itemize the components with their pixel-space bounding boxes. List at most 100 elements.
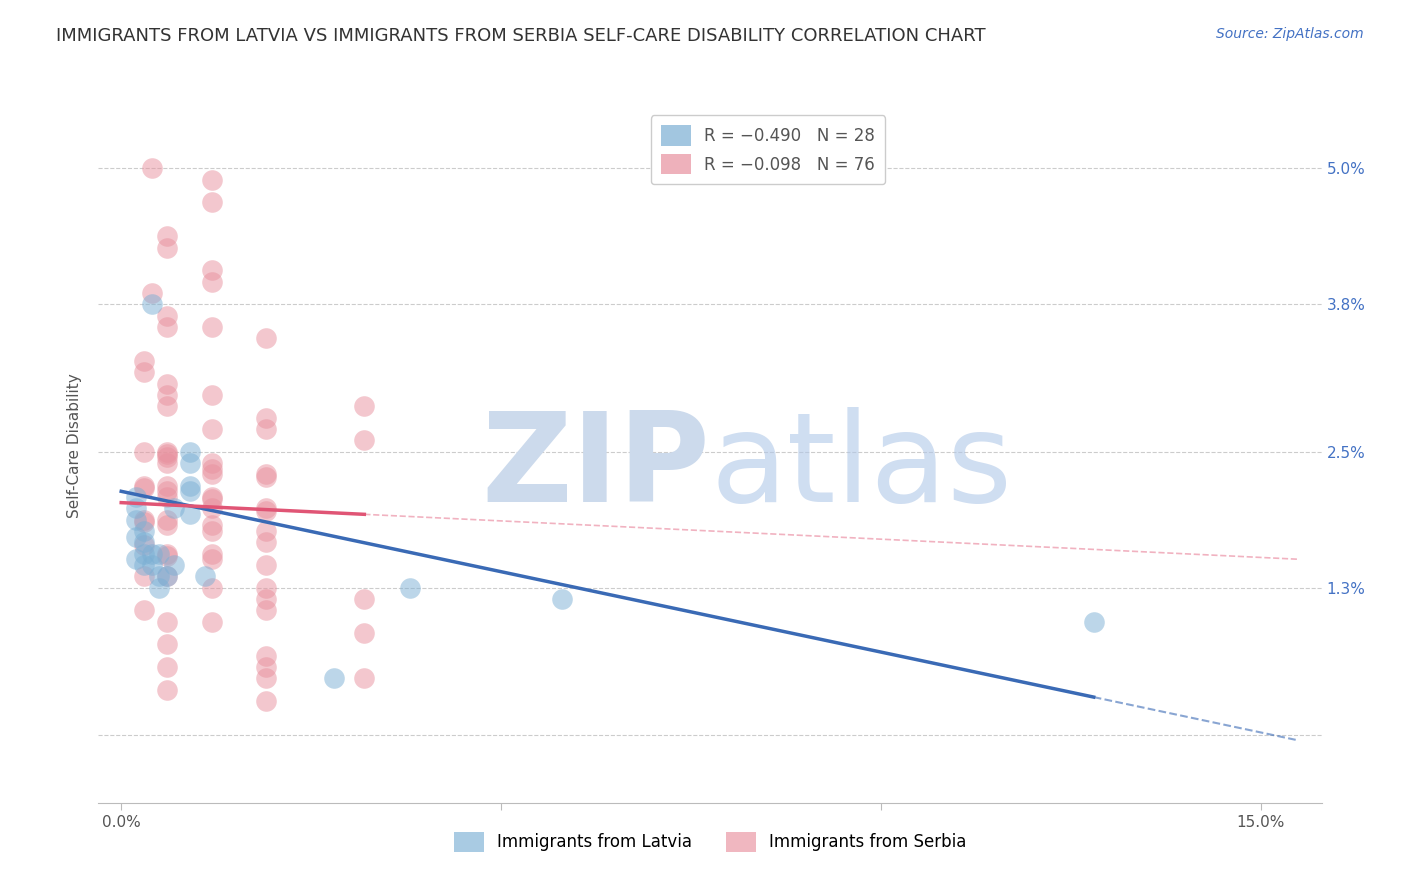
Point [156, 484, 179, 499]
Point [132, 478, 155, 492]
Text: IMMIGRANTS FROM LATVIA VS IMMIGRANTS FROM SERBIA SELF-CARE DISABILITY CORRELATIO: IMMIGRANTS FROM LATVIA VS IMMIGRANTS FRO… [56, 27, 986, 45]
Point [353, 626, 375, 640]
Point [156, 518, 179, 533]
Point [353, 400, 375, 414]
Text: Source: ZipAtlas.com: Source: ZipAtlas.com [1216, 27, 1364, 41]
Point [156, 547, 179, 561]
Point [201, 422, 224, 436]
Point [551, 591, 574, 606]
Point [156, 682, 179, 697]
Point [125, 552, 148, 566]
Point [179, 456, 201, 470]
Point [254, 501, 277, 516]
Point [201, 490, 224, 504]
Point [201, 524, 224, 538]
Point [254, 535, 277, 549]
Point [179, 478, 201, 492]
Point [254, 581, 277, 595]
Point [201, 456, 224, 470]
Point [254, 503, 277, 517]
Point [125, 490, 148, 504]
Point [254, 660, 277, 674]
Point [132, 481, 155, 495]
Point [132, 524, 155, 538]
Point [156, 444, 179, 458]
Point [194, 569, 217, 583]
Point [254, 524, 277, 538]
Point [156, 569, 179, 583]
Point [201, 263, 224, 277]
Point [156, 513, 179, 527]
Point [156, 400, 179, 414]
Point [132, 537, 155, 551]
Point [132, 365, 155, 379]
Point [201, 275, 224, 289]
Point [201, 173, 224, 187]
Point [163, 558, 186, 572]
Point [156, 241, 179, 255]
Point [156, 320, 179, 334]
Point [201, 547, 224, 561]
Point [132, 513, 155, 527]
Point [179, 484, 201, 499]
Point [132, 535, 155, 549]
Point [141, 161, 163, 176]
Point [156, 456, 179, 470]
Text: atlas: atlas [710, 407, 1012, 528]
Point [132, 354, 155, 368]
Point [132, 515, 155, 529]
Legend: Immigrants from Latvia, Immigrants from Serbia: Immigrants from Latvia, Immigrants from … [447, 825, 973, 859]
Point [156, 660, 179, 674]
Point [201, 518, 224, 533]
Point [156, 229, 179, 244]
Point [132, 547, 155, 561]
Text: ZIP: ZIP [481, 407, 710, 528]
Point [148, 569, 170, 583]
Point [353, 591, 375, 606]
Point [353, 434, 375, 448]
Point [201, 492, 224, 507]
Point [254, 671, 277, 685]
Point [254, 410, 277, 425]
Point [254, 422, 277, 436]
Point [132, 558, 155, 572]
Point [254, 467, 277, 482]
Point [156, 309, 179, 323]
Point [156, 549, 179, 563]
Point [201, 388, 224, 402]
Point [399, 581, 422, 595]
Point [132, 569, 155, 583]
Point [148, 547, 170, 561]
Point [156, 615, 179, 629]
Point [201, 552, 224, 566]
Point [201, 501, 224, 516]
Point [1083, 615, 1105, 629]
Point [254, 558, 277, 572]
Point [201, 320, 224, 334]
Point [254, 603, 277, 617]
Point [156, 388, 179, 402]
Point [156, 376, 179, 391]
Point [132, 444, 155, 458]
Point [156, 478, 179, 492]
Point [254, 591, 277, 606]
Point [125, 530, 148, 544]
Point [156, 569, 179, 583]
Point [201, 467, 224, 482]
Point [201, 581, 224, 595]
Point [125, 513, 148, 527]
Point [141, 547, 163, 561]
Point [141, 286, 163, 301]
Point [141, 297, 163, 311]
Point [353, 671, 375, 685]
Point [323, 671, 346, 685]
Point [254, 331, 277, 345]
Y-axis label: Self-Care Disability: Self-Care Disability [67, 374, 83, 518]
Point [254, 694, 277, 708]
Point [141, 558, 163, 572]
Point [201, 195, 224, 210]
Point [254, 469, 277, 483]
Point [156, 447, 179, 461]
Point [125, 501, 148, 516]
Point [132, 603, 155, 617]
